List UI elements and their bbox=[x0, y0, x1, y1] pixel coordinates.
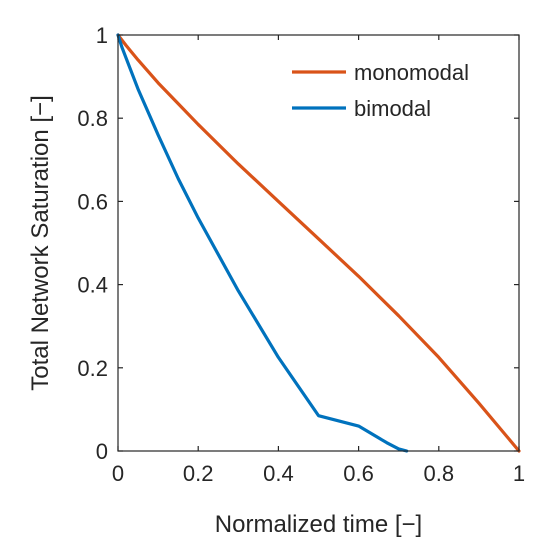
axes: 0 0.2 0.4 0.6 0.8 1 0 0.2 0.4 0.6 0.8 1 bbox=[77, 23, 525, 486]
y-axis-title: Total Network Saturation [−] bbox=[27, 95, 54, 390]
y-tick-label: 0.8 bbox=[77, 106, 108, 131]
y-tick-label: 0 bbox=[96, 439, 108, 464]
y-tick-label: 0.2 bbox=[77, 356, 108, 381]
x-tick-label: 0.4 bbox=[263, 461, 294, 486]
series-line-monomodal bbox=[116, 33, 521, 453]
legend: monomodal bimodal bbox=[292, 60, 469, 121]
x-tick-label: 0.8 bbox=[424, 461, 455, 486]
axes-box bbox=[117, 34, 520, 452]
x-tick-label: 0.2 bbox=[183, 461, 214, 486]
y-tick-label: 0.6 bbox=[77, 189, 108, 214]
y-tick-label: 1 bbox=[96, 23, 108, 48]
legend-label: monomodal bbox=[354, 60, 469, 85]
series-line-bimodal bbox=[116, 33, 409, 453]
series-lines bbox=[116, 33, 521, 453]
x-axis-title: Normalized time [−] bbox=[215, 511, 422, 538]
y-tick-label: 0.4 bbox=[77, 273, 108, 298]
plot-area bbox=[118, 35, 519, 451]
x-tick-label: 0.6 bbox=[343, 461, 374, 486]
legend-label: bimodal bbox=[354, 96, 431, 121]
x-tick-label: 0 bbox=[112, 461, 124, 486]
x-tick-label: 1 bbox=[513, 461, 525, 486]
plot-background bbox=[118, 35, 519, 451]
